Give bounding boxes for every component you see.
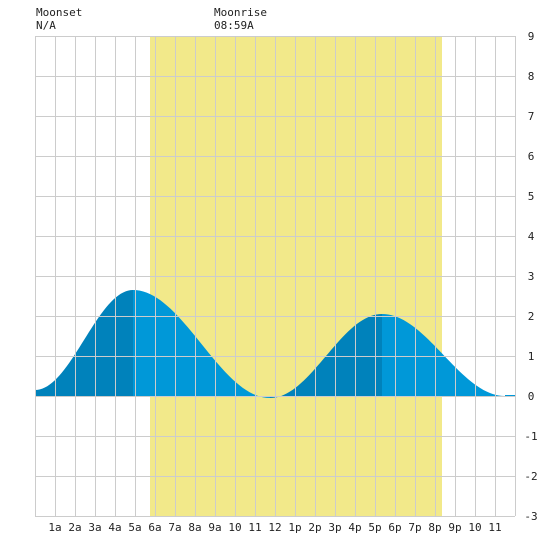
x-tick-label: 1a xyxy=(48,521,61,534)
y-tick-label: 1 xyxy=(528,350,535,363)
moonset-value: N/A xyxy=(36,19,56,32)
moonset-label: Moonset xyxy=(36,6,83,19)
y-tick-label: 8 xyxy=(528,70,535,83)
x-tick-label: 1p xyxy=(288,521,301,534)
y-tick-label: 3 xyxy=(528,270,535,283)
tide-segment-falling xyxy=(382,314,505,396)
y-tick-label: 4 xyxy=(528,230,535,243)
x-tick-label: 2p xyxy=(308,521,321,534)
x-tick-label: 12 xyxy=(268,521,281,534)
x-tick-label: 5a xyxy=(128,521,141,534)
x-tick-label: 5p xyxy=(368,521,381,534)
grid xyxy=(35,36,516,517)
x-tick-label: 9p xyxy=(448,521,461,534)
x-tick-label: 6a xyxy=(148,521,161,534)
x-tick-label: 11 xyxy=(248,521,261,534)
y-axis-ticks: 9 8 7 6 5 4 3 2 1 0 -1 -2 -3 xyxy=(524,30,537,523)
y-tick-label: 0 xyxy=(528,390,535,403)
x-tick-label: 3p xyxy=(328,521,341,534)
x-tick-label: 4p xyxy=(348,521,361,534)
y-tick-label: -1 xyxy=(524,430,537,443)
x-tick-label: 8a xyxy=(188,521,201,534)
x-axis-ticks: 1a 2a 3a 4a 5a 6a 7a 8a 9a 10 11 12 1p 2p 3p 4p 5p 6p 7p 8p… xyxy=(48,521,501,534)
x-tick-label: 11 xyxy=(488,521,501,534)
x-tick-label: 4a xyxy=(108,521,121,534)
y-tick-label: 6 xyxy=(528,150,535,163)
moonrise-value: 08:59A xyxy=(214,19,254,32)
y-tick-label: -3 xyxy=(524,510,537,523)
x-tick-label: 8p xyxy=(428,521,441,534)
y-tick-label: 2 xyxy=(528,310,535,323)
x-tick-label: 10 xyxy=(228,521,241,534)
x-tick-label: 7a xyxy=(168,521,181,534)
x-tick-label: 2a xyxy=(68,521,81,534)
x-tick-label: 3a xyxy=(88,521,101,534)
x-tick-label: 6p xyxy=(388,521,401,534)
x-tick-label: 9a xyxy=(208,521,221,534)
y-tick-label: 9 xyxy=(528,30,535,43)
x-tick-label: 7p xyxy=(408,521,421,534)
y-tick-label: -2 xyxy=(524,470,537,483)
y-tick-label: 5 xyxy=(528,190,535,203)
y-tick-label: 7 xyxy=(528,110,535,123)
moonrise-label: Moonrise xyxy=(214,6,267,19)
x-tick-label: 10 xyxy=(468,521,481,534)
tide-segment-flat xyxy=(505,395,515,396)
